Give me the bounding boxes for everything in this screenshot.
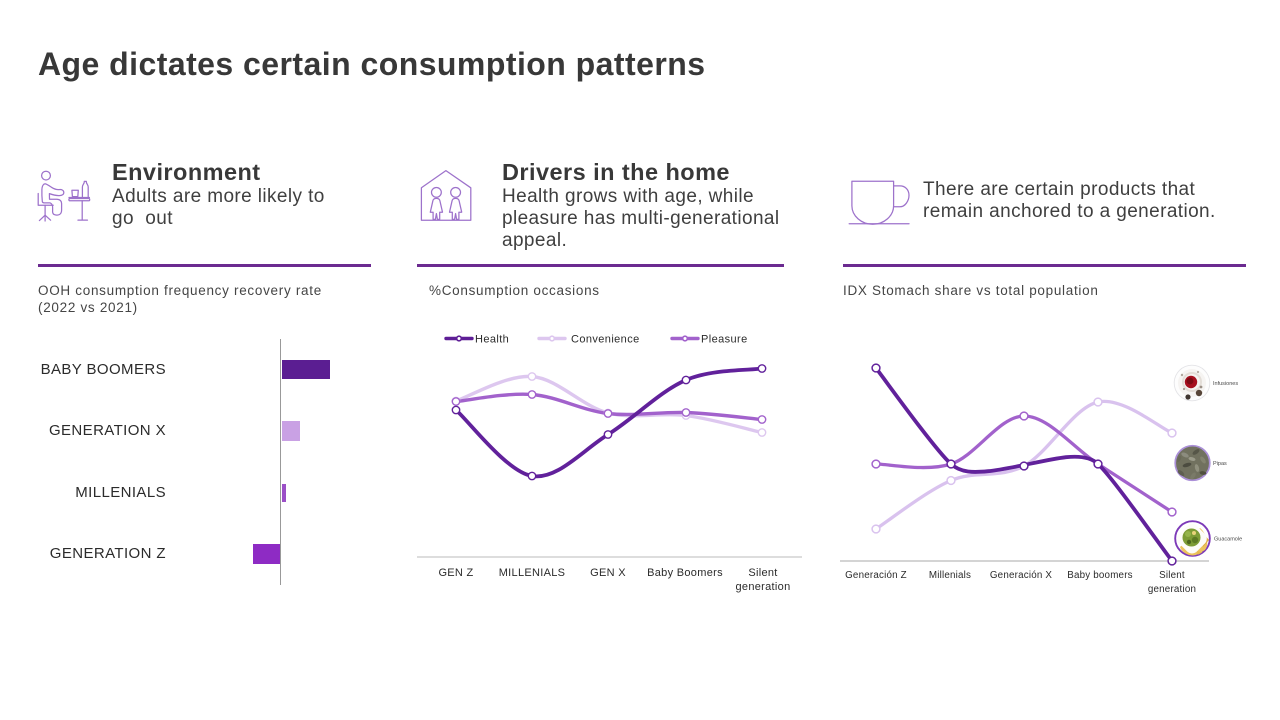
svg-text:Silent: Silent [1159,570,1185,581]
svg-text:Pleasure: Pleasure [701,334,748,346]
svg-text:Health: Health [475,334,509,346]
svg-text:Baby boomers: Baby boomers [1067,570,1133,581]
svg-text:Silent: Silent [748,567,777,579]
svg-text:Generación Z: Generación Z [845,570,907,581]
svg-text:Infusiones: Infusiones [1213,381,1238,387]
svg-text:Generación X: Generación X [990,570,1053,581]
svg-text:Guacamole: Guacamole [1214,537,1242,543]
svg-text:generation: generation [736,581,791,593]
svg-text:Baby Boomers: Baby Boomers [647,567,723,579]
svg-text:MILLENIALS: MILLENIALS [499,567,566,579]
svg-text:GEN Z: GEN Z [438,567,473,579]
svg-text:Convenience: Convenience [571,334,640,346]
svg-text:Millenials: Millenials [929,570,971,581]
svg-text:generation: generation [1148,584,1196,595]
svg-text:GEN X: GEN X [590,567,626,579]
svg-text:Pipas: Pipas [1213,461,1227,467]
